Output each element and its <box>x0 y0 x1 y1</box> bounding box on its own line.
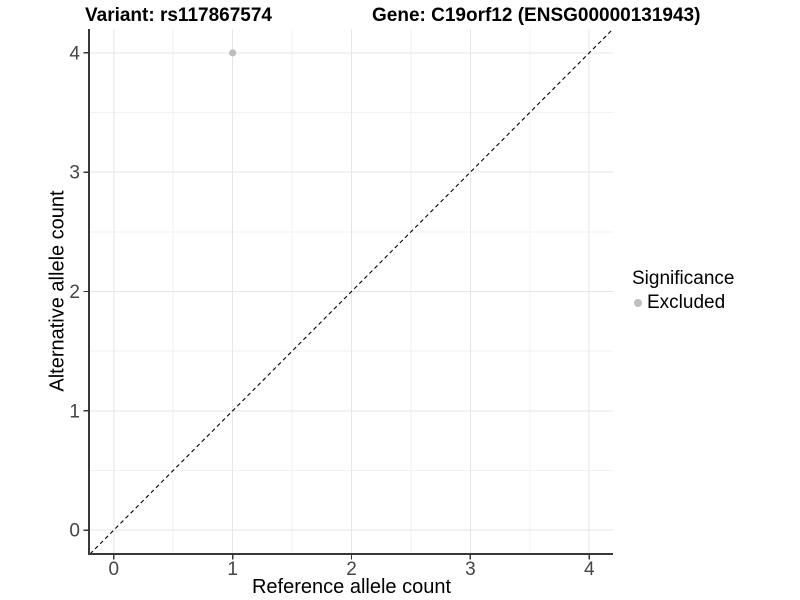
x-tick-label: 4 <box>584 559 595 580</box>
gene-title: Gene: C19orf12 (ENSG00000131943) <box>372 5 701 26</box>
y-axis-title: Alternative allele count <box>46 190 69 392</box>
identity-line <box>89 28 614 555</box>
x-tick-label: 2 <box>346 559 357 580</box>
x-tick-label: 1 <box>227 559 238 580</box>
legend-entry-label: Excluded <box>647 292 726 313</box>
x-tick-label: 0 <box>108 559 119 580</box>
data-point <box>229 49 237 57</box>
y-tick-label: 1 <box>69 401 80 422</box>
legend: Significance Excluded <box>630 268 734 314</box>
y-tick-label: 3 <box>69 163 80 184</box>
variant-title: Variant: rs117867574 <box>85 5 272 26</box>
legend-entry-excluded: Excluded <box>630 292 734 314</box>
excluded-point-icon <box>634 299 642 307</box>
x-tick-label: 3 <box>465 559 476 580</box>
y-tick-label: 4 <box>69 43 80 64</box>
x-axis-title: Reference allele count <box>251 576 451 598</box>
y-tick-label: 0 <box>69 521 80 542</box>
legend-title: Significance <box>632 268 735 289</box>
y-tick-label: 2 <box>69 282 80 303</box>
